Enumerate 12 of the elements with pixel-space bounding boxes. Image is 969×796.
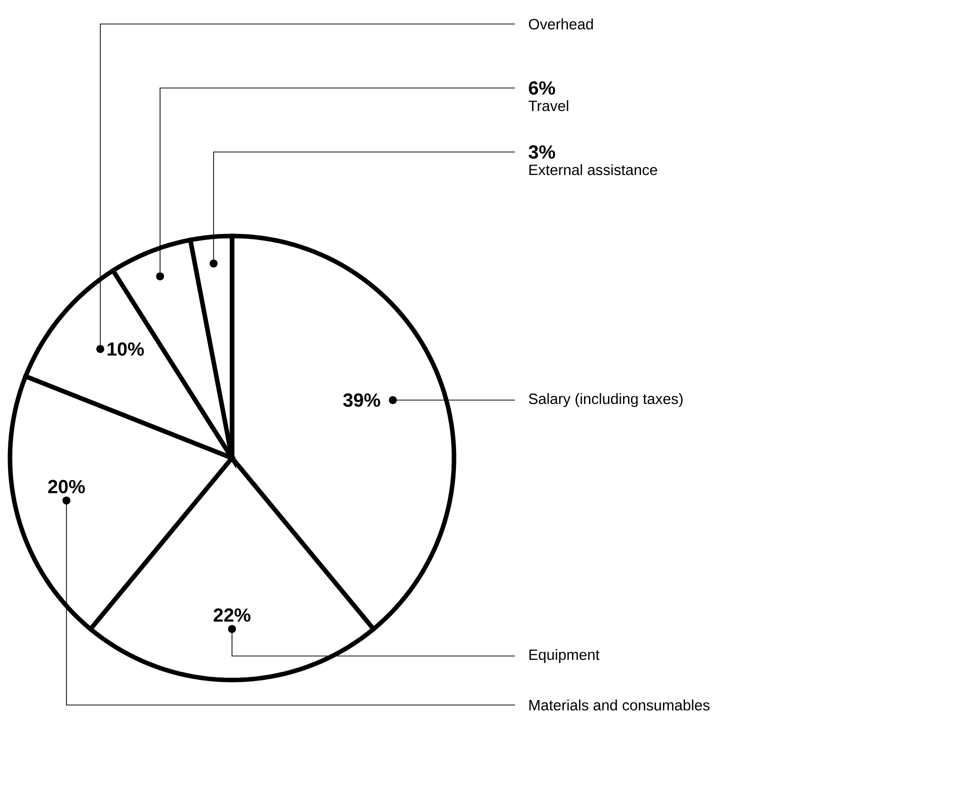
slice-label: External assistance: [529, 164, 658, 176]
slice-label: Travel: [528, 100, 568, 112]
data-label: 39%: [343, 393, 380, 407]
slice-label: Materials and consumables: [529, 700, 710, 710]
data-label: 3%: [528, 145, 556, 159]
data-label: 20%: [48, 480, 85, 494]
slice-label: Salary (including taxes): [528, 393, 683, 408]
data-label: 22%: [214, 608, 250, 622]
slice-label: Overhead: [528, 18, 593, 30]
data-label: 6%: [528, 81, 556, 95]
slice-label: Equipment: [529, 649, 600, 663]
data-label: 10%: [108, 342, 144, 356]
